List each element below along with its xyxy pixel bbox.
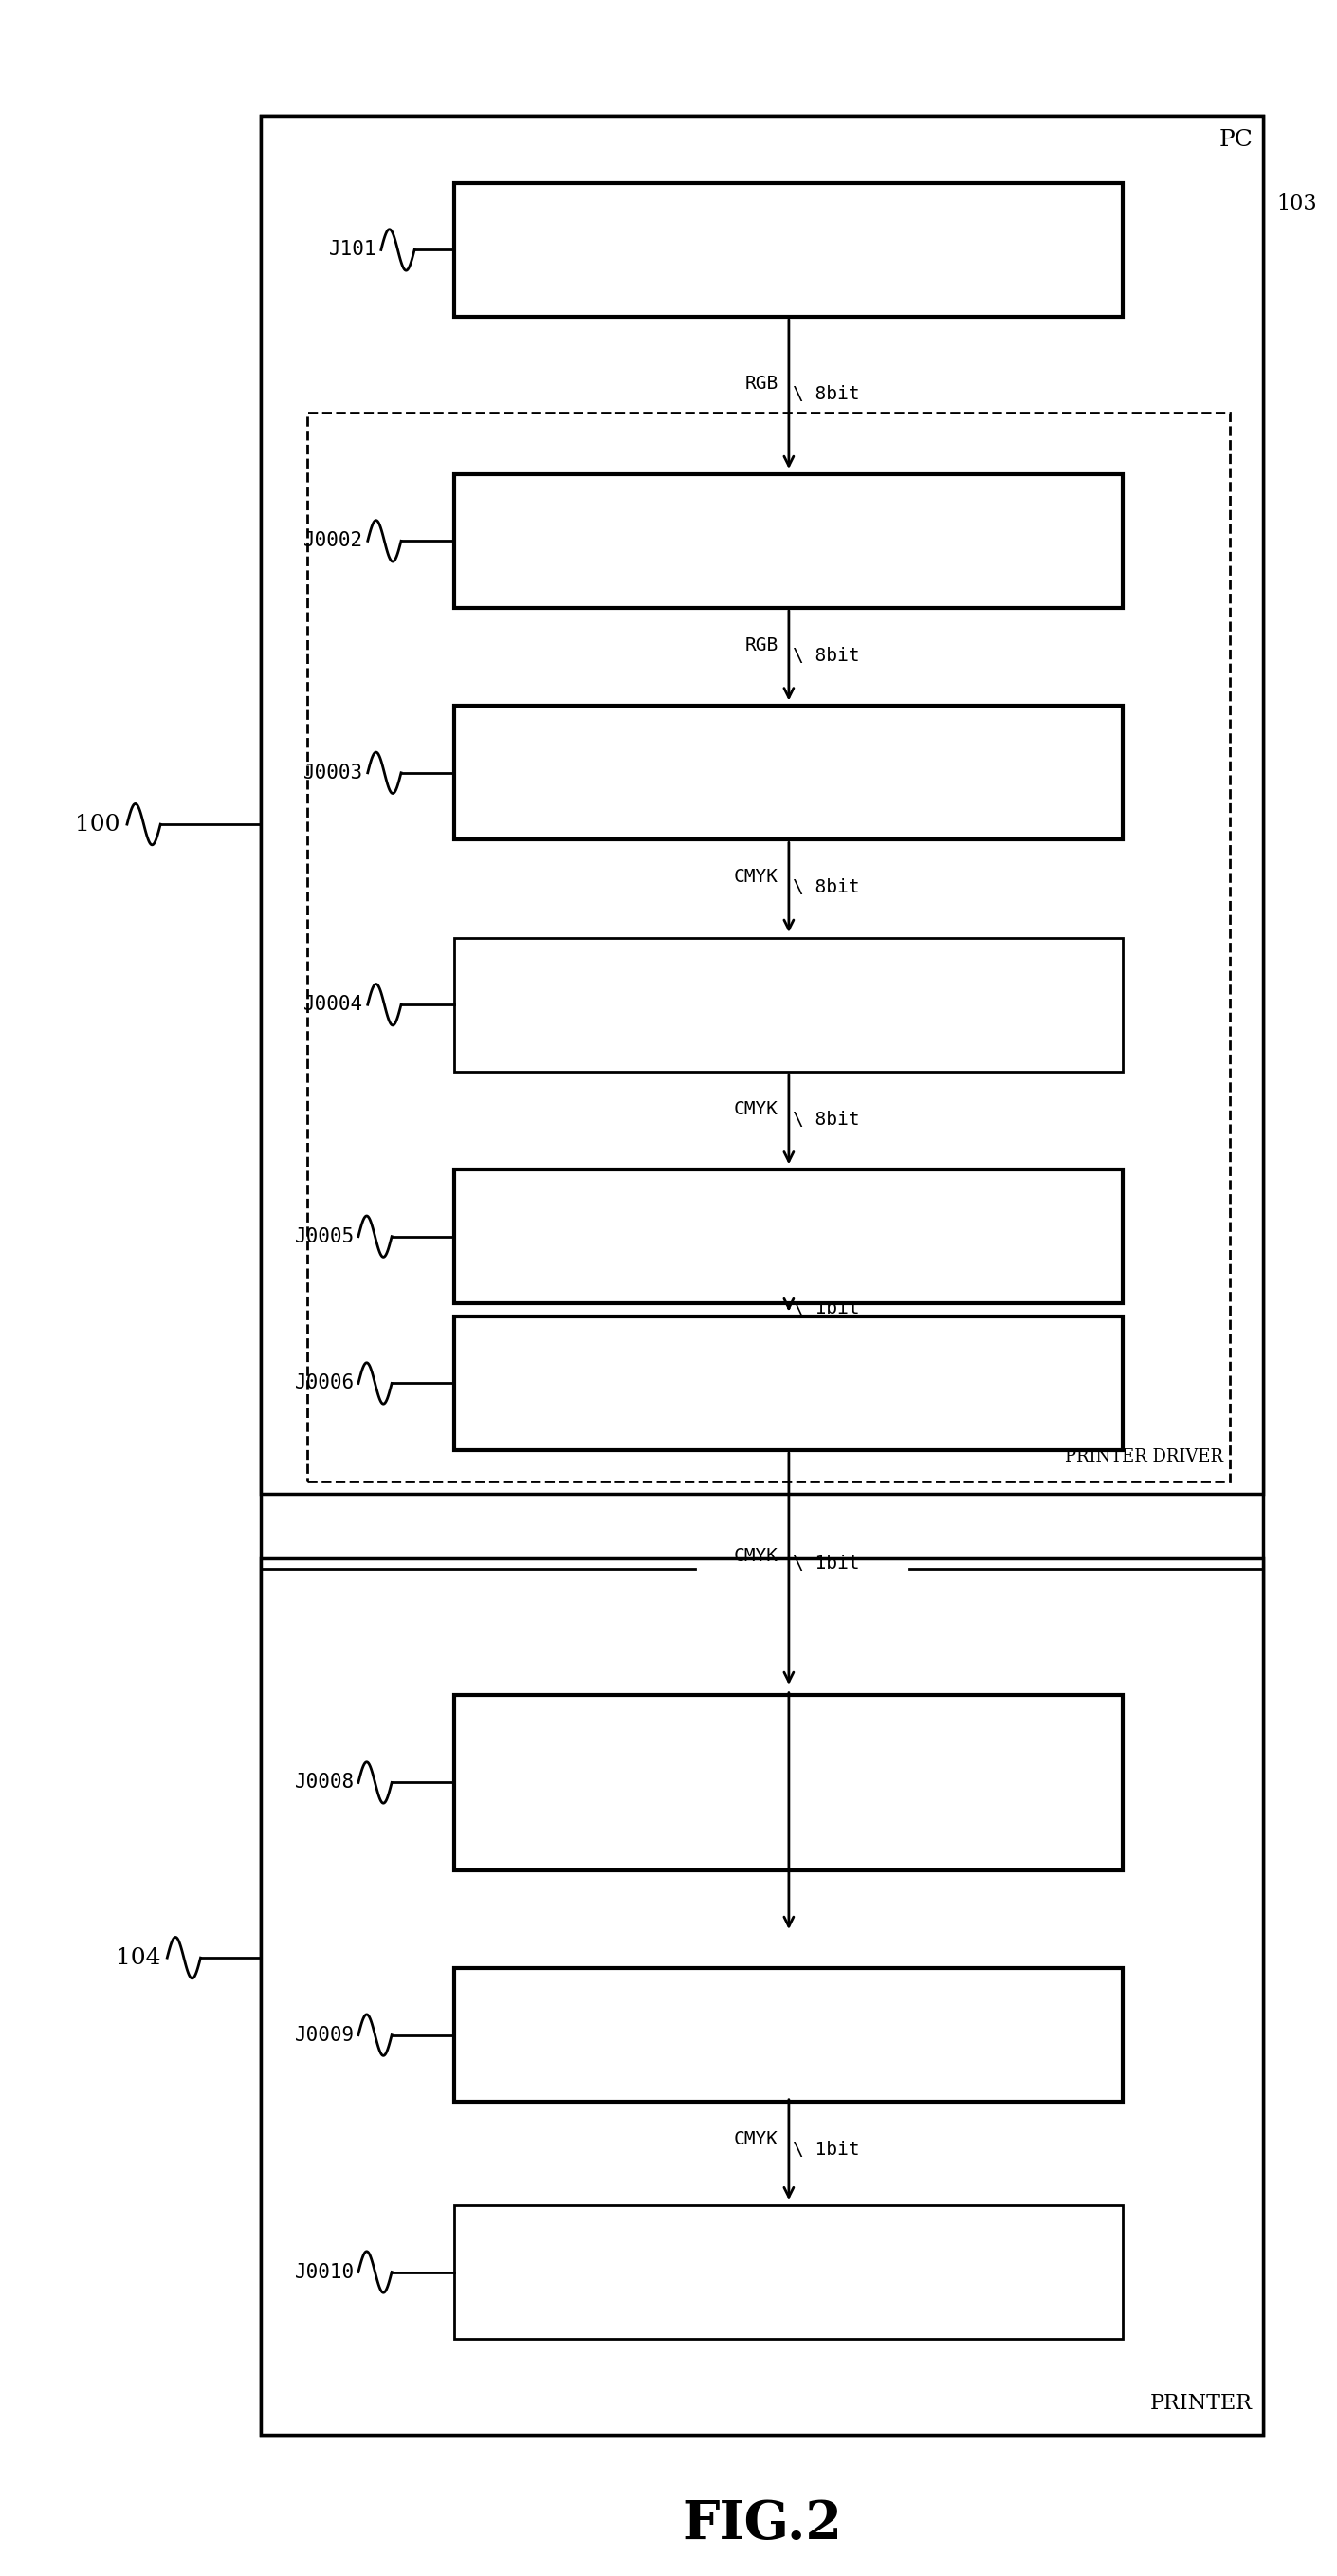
Text: BINARIZING PROCESS: BINARIZING PROCESS bbox=[667, 1226, 910, 1247]
Text: PRINTER: PRINTER bbox=[1150, 2393, 1253, 2414]
Text: CONVERSION USING
MASK DATA: CONVERSION USING MASK DATA bbox=[681, 1757, 897, 1808]
Text: \ 1bit: \ 1bit bbox=[793, 2141, 860, 2159]
FancyBboxPatch shape bbox=[455, 1316, 1123, 1450]
Text: CMYK: CMYK bbox=[734, 1793, 778, 1808]
Text: CMYK: CMYK bbox=[734, 1100, 778, 1118]
Text: 100: 100 bbox=[75, 814, 120, 835]
Text: J0004: J0004 bbox=[303, 994, 364, 1015]
Text: PRINT DATA CREATION: PRINT DATA CREATION bbox=[660, 1373, 917, 1394]
Text: \ 8bit: \ 8bit bbox=[793, 647, 860, 665]
Text: \ 8bit: \ 8bit bbox=[793, 386, 860, 402]
Text: POST-PROCESS: POST-PROCESS bbox=[707, 762, 870, 783]
Text: J0008: J0008 bbox=[294, 1772, 354, 1793]
Text: J0005: J0005 bbox=[294, 1226, 354, 1247]
Text: \ 8bit: \ 8bit bbox=[793, 1110, 860, 1128]
Text: J0002: J0002 bbox=[303, 531, 364, 551]
Text: γ CORRECTION: γ CORRECTION bbox=[707, 994, 870, 1015]
Text: J101: J101 bbox=[329, 240, 377, 260]
FancyBboxPatch shape bbox=[455, 1695, 1123, 1870]
Text: PRINT HEAD: PRINT HEAD bbox=[721, 2262, 857, 2282]
FancyBboxPatch shape bbox=[455, 2205, 1123, 2339]
FancyBboxPatch shape bbox=[455, 474, 1123, 608]
Text: J0010: J0010 bbox=[294, 2262, 354, 2282]
Text: \ 1bit: \ 1bit bbox=[793, 1803, 860, 1819]
Text: PRINTER DRIVER: PRINTER DRIVER bbox=[1066, 1448, 1223, 1466]
Text: CMYK: CMYK bbox=[734, 868, 778, 886]
Text: RGB: RGB bbox=[745, 636, 778, 654]
Text: FIG.2: FIG.2 bbox=[682, 2499, 842, 2550]
Text: \ 8bit: \ 8bit bbox=[793, 878, 860, 896]
FancyBboxPatch shape bbox=[455, 1170, 1123, 1303]
Text: HEAD DRIVING CIRCUIT: HEAD DRIVING CIRCUIT bbox=[654, 2025, 924, 2045]
Text: J0003: J0003 bbox=[303, 762, 364, 783]
Text: \ 1bit: \ 1bit bbox=[793, 1556, 860, 1571]
FancyBboxPatch shape bbox=[455, 706, 1123, 840]
Text: PC: PC bbox=[1219, 129, 1253, 149]
Text: CMYK: CMYK bbox=[734, 1548, 778, 1564]
Text: J0009: J0009 bbox=[294, 2025, 354, 2045]
Text: CMYK: CMYK bbox=[734, 2130, 778, 2148]
FancyBboxPatch shape bbox=[261, 116, 1263, 1494]
Text: 104: 104 bbox=[115, 1947, 160, 1968]
Text: APPLICATION: APPLICATION bbox=[714, 240, 864, 260]
Text: \ 1bit: \ 1bit bbox=[793, 1301, 860, 1316]
Text: RGB: RGB bbox=[745, 376, 778, 392]
Text: 103: 103 bbox=[1277, 193, 1317, 214]
FancyBboxPatch shape bbox=[455, 183, 1123, 317]
Text: PRE-PROCESS: PRE-PROCESS bbox=[714, 531, 864, 551]
FancyBboxPatch shape bbox=[261, 1558, 1263, 2434]
FancyBboxPatch shape bbox=[455, 1968, 1123, 2102]
Text: CMYK: CMYK bbox=[734, 1291, 778, 1306]
Text: J0006: J0006 bbox=[294, 1373, 354, 1394]
FancyBboxPatch shape bbox=[455, 938, 1123, 1072]
FancyBboxPatch shape bbox=[261, 116, 1263, 2434]
